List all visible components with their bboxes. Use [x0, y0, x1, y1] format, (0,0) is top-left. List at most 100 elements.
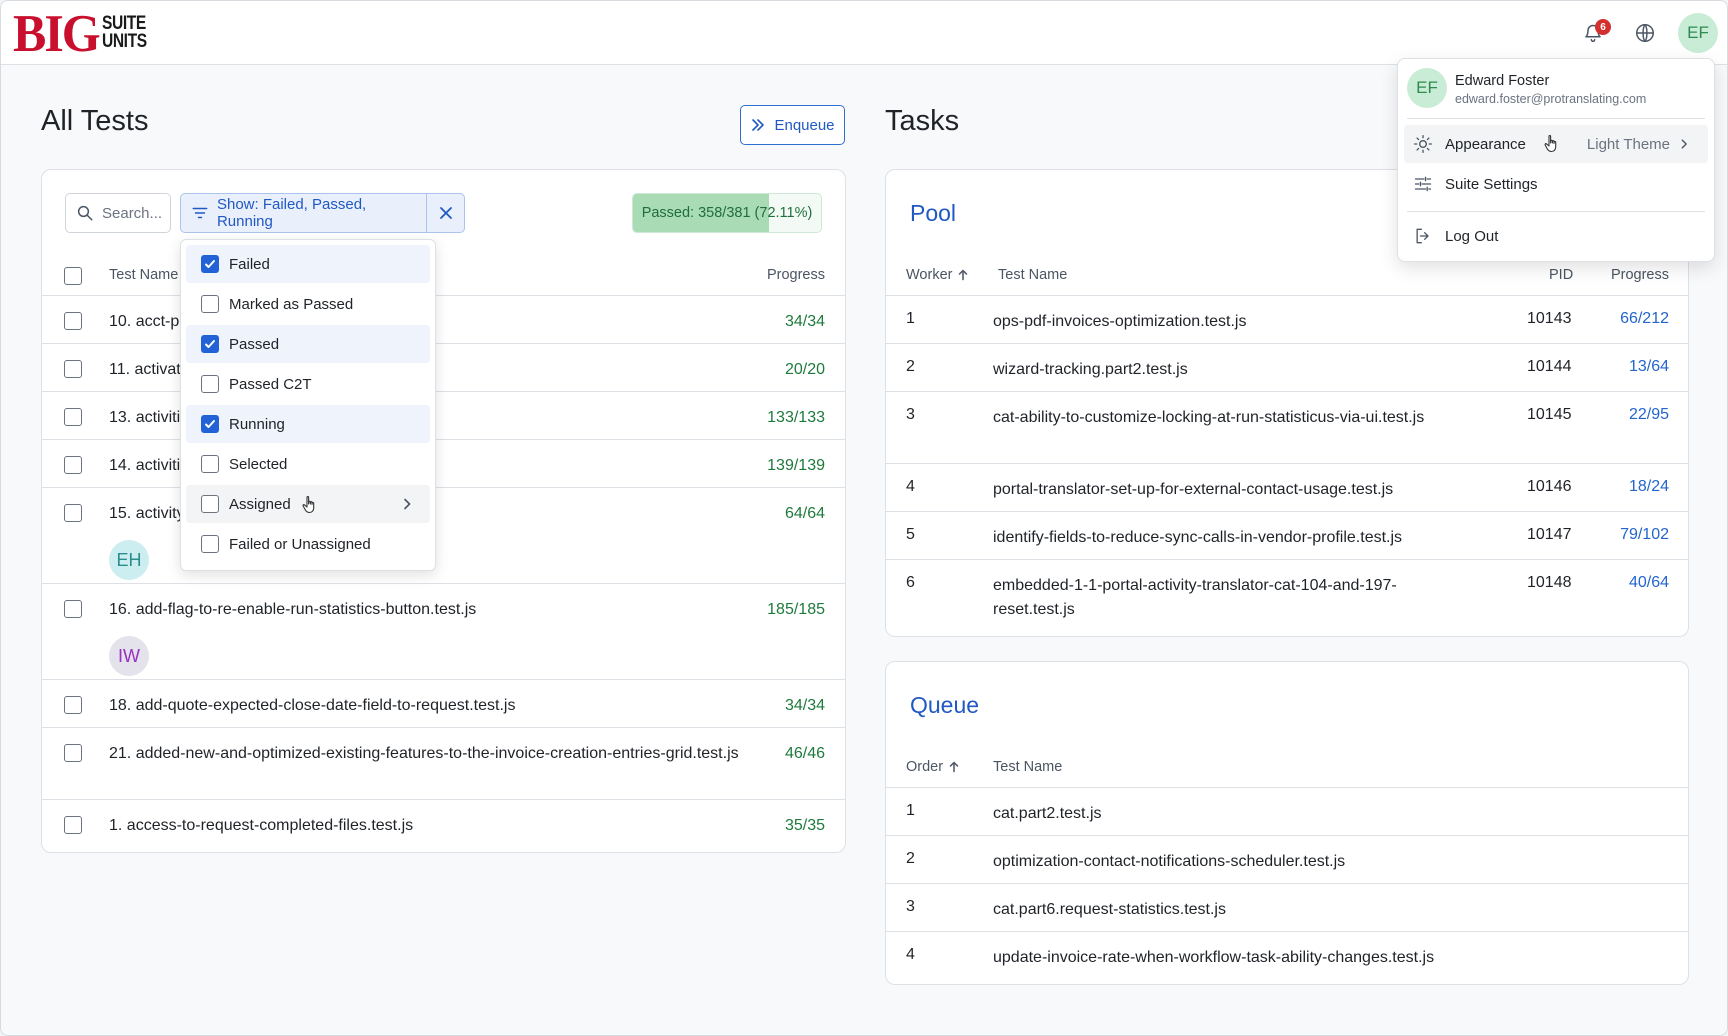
user-avatar-button[interactable]: EF: [1678, 13, 1718, 53]
status-filter-button[interactable]: Show: Failed, Passed, Running: [181, 194, 426, 232]
appearance-menu-item[interactable]: Appearance Light Theme: [1404, 125, 1708, 163]
test-progress: 20/20: [784, 361, 825, 378]
filter-option-failed-or-unassigned[interactable]: Failed or Unassigned: [186, 525, 430, 563]
test-progress: 185/185: [767, 601, 825, 618]
filter-option-running[interactable]: Running: [186, 405, 430, 443]
filter-label: Show: Failed, Passed, Running: [216, 196, 367, 230]
filter-option-label: Passed: [229, 335, 280, 353]
table-row[interactable]: 4 update-invoice-rate-when-workflow-task…: [886, 932, 1688, 984]
status-filter-chip[interactable]: Show: Failed, Passed, Running: [180, 193, 465, 233]
tasks-title: Tasks: [885, 105, 960, 137]
table-row[interactable]: 1. access-to-request-completed-files.tes…: [42, 800, 845, 852]
assignee-avatar[interactable]: EH: [109, 540, 149, 580]
queue-order: 2: [906, 850, 915, 867]
queue-title: Queue: [910, 692, 980, 718]
filter-option-selected[interactable]: Selected: [186, 445, 430, 483]
col-order-sort[interactable]: Order: [906, 759, 960, 775]
all-tests-title: All Tests: [41, 105, 149, 137]
filter-option-assigned[interactable]: Assigned: [186, 485, 430, 523]
row-checkbox[interactable]: [64, 312, 82, 330]
table-row[interactable]: 3 cat.part6.request-statistics.test.js: [886, 884, 1688, 932]
sun-icon: [1414, 135, 1432, 153]
brand-logo[interactable]: BIG SUITE UNITS: [13, 7, 156, 59]
row-checkbox[interactable]: [64, 600, 82, 618]
user-menu: EF Edward Foster edward.foster@protransl…: [1397, 58, 1715, 262]
col-test-name: Test Name: [109, 267, 179, 283]
table-row[interactable]: 13. activiti 133/133: [42, 392, 845, 440]
table-row[interactable]: 1 ops-pdf-invoices-optimization.test.js …: [886, 296, 1688, 344]
queue-table-header: Order Test Name: [886, 748, 1688, 788]
table-row[interactable]: 18. add-quote-expected-close-date-field-…: [42, 680, 845, 728]
filter-option-failed[interactable]: Failed: [186, 245, 430, 283]
pid: 10143: [1527, 310, 1572, 327]
test-name: optimization-contact-notifications-sched…: [993, 853, 1346, 870]
suite-settings-menu-item[interactable]: Suite Settings: [1404, 165, 1708, 203]
table-row[interactable]: 2 wizard-tracking.part2.test.js 10144 13…: [886, 344, 1688, 392]
test-name: 21. added-new-and-optimized-existing-fea…: [109, 745, 739, 762]
tests-table-header: Test Name Progress: [42, 256, 845, 296]
close-icon: [439, 207, 452, 219]
test-name: 11. activat: [109, 361, 181, 378]
test-name: embedded-1-1-portal-activity-translator-…: [993, 577, 1397, 618]
pid: 10148: [1527, 574, 1572, 591]
user-email: edward.foster@protranslating.com: [1455, 92, 1647, 106]
test-name: update-invoice-rate-when-workflow-task-a…: [993, 949, 1435, 966]
status-filter-menu: Failed Marked as Passed Passed Passed C2…: [180, 239, 436, 571]
table-row[interactable]: 1 cat.part2.test.js: [886, 788, 1688, 836]
search-placeholder: Search...: [102, 204, 163, 222]
select-all-checkbox[interactable]: [64, 267, 82, 285]
passed-progress-fill: [633, 194, 769, 232]
filter-option-label: Running: [229, 415, 285, 433]
row-checkbox[interactable]: [64, 408, 82, 426]
clear-filter-button[interactable]: [426, 194, 464, 232]
test-progress: 40/64: [1628, 574, 1669, 591]
log-out-label: Log Out: [1445, 227, 1499, 245]
filter-option-passed[interactable]: Passed: [186, 325, 430, 363]
row-checkbox[interactable]: [64, 816, 82, 834]
enqueue-button[interactable]: Enqueue: [740, 105, 845, 145]
test-progress: 46/46: [784, 745, 825, 762]
table-row[interactable]: 4 portal-translator-set-up-for-external-…: [886, 464, 1688, 512]
table-row[interactable]: 21. added-new-and-optimized-existing-fea…: [42, 728, 845, 800]
test-name: identify-fields-to-reduce-sync-calls-in-…: [993, 529, 1403, 546]
check-icon: [201, 415, 219, 433]
notification-badge: 6: [1595, 19, 1611, 35]
sliders-icon: [1414, 176, 1432, 192]
table-row[interactable]: 2 optimization-contact-notifications-sch…: [886, 836, 1688, 884]
table-row[interactable]: 6 embedded-1-1-portal-activity-translato…: [886, 560, 1688, 636]
test-name: cat-ability-to-customize-locking-at-run-…: [993, 409, 1425, 426]
table-row[interactable]: 10. acct-p 34/34: [42, 296, 845, 344]
notifications-button[interactable]: 6: [1577, 17, 1611, 49]
test-progress: 13/64: [1628, 358, 1669, 375]
checkbox-icon: [201, 535, 219, 553]
check-icon: [201, 335, 219, 353]
table-row[interactable]: 5 identify-fields-to-reduce-sync-calls-i…: [886, 512, 1688, 560]
table-row[interactable]: 14. activiti 139/139: [42, 440, 845, 488]
table-row[interactable]: 11. activat 20/20: [42, 344, 845, 392]
filter-option-marked-as-passed[interactable]: Marked as Passed: [186, 285, 430, 323]
language-button[interactable]: [1629, 17, 1661, 49]
assignee-avatar[interactable]: IW: [109, 636, 149, 676]
table-row[interactable]: 3 cat-ability-to-customize-locking-at-ru…: [886, 392, 1688, 464]
filter-option-passed-c2t[interactable]: Passed C2T: [186, 365, 430, 403]
table-row[interactable]: 16. add-flag-to-re-enable-run-statistics…: [42, 584, 845, 680]
row-checkbox[interactable]: [64, 696, 82, 714]
col-worker-sort[interactable]: Worker: [906, 267, 969, 283]
pid: 10146: [1527, 478, 1572, 495]
user-name: Edward Foster: [1455, 73, 1550, 89]
row-checkbox[interactable]: [64, 504, 82, 522]
row-checkbox[interactable]: [64, 456, 82, 474]
logout-icon: [1416, 228, 1429, 244]
pool-title: Pool: [910, 200, 957, 226]
worker-id: 5: [906, 526, 915, 543]
filter-option-label: Assigned: [229, 495, 291, 513]
table-row[interactable]: 15. activity 64/64 EH: [42, 488, 845, 584]
log-out-menu-item[interactable]: Log Out: [1404, 217, 1708, 255]
row-checkbox[interactable]: [64, 744, 82, 762]
test-name: 10. acct-p: [109, 313, 180, 330]
chevron-right-icon: [404, 498, 411, 510]
test-name: 16. add-flag-to-re-enable-run-statistics…: [109, 601, 477, 618]
search-input[interactable]: Search...: [65, 193, 171, 233]
row-checkbox[interactable]: [64, 360, 82, 378]
